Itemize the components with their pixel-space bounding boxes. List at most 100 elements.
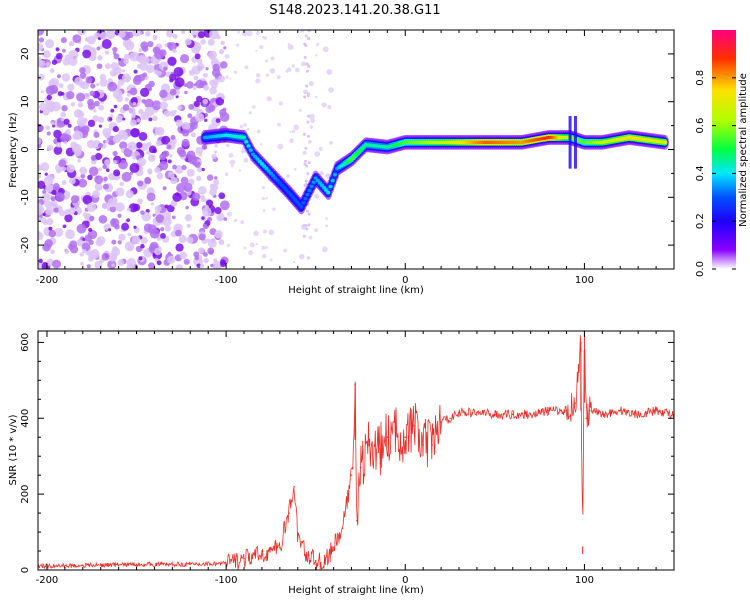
noise-speck <box>104 50 110 55</box>
noise-speck <box>126 207 131 212</box>
noise-speck <box>102 183 109 190</box>
noise-speck <box>146 192 156 202</box>
noise-speck <box>183 83 188 87</box>
noise-speck <box>101 39 112 49</box>
noise-speck <box>133 69 138 74</box>
noise-speck <box>40 207 45 212</box>
noise-speck <box>152 148 157 154</box>
snr-data-point <box>332 546 335 549</box>
noise-speck <box>50 249 55 255</box>
noise-speck <box>229 77 232 80</box>
noise-speck <box>220 261 227 268</box>
noise-speck <box>304 179 308 183</box>
noise-speck <box>164 43 168 47</box>
noise-speck <box>237 30 241 34</box>
noise-speck <box>129 171 134 175</box>
noise-speck <box>218 239 225 246</box>
noise-speck <box>62 48 66 53</box>
noise-speck <box>153 247 162 256</box>
noise-speck <box>39 102 48 112</box>
noise-speck <box>188 103 195 110</box>
noise-speck <box>163 110 171 117</box>
noise-speck <box>256 129 261 134</box>
noise-speck <box>61 73 71 82</box>
noise-speck <box>162 186 167 191</box>
noise-speck <box>165 30 174 38</box>
noise-speck <box>219 200 230 211</box>
noise-speck <box>68 243 75 250</box>
noise-speck <box>41 192 51 202</box>
noise-speck <box>243 157 249 163</box>
noise-speck <box>137 198 143 205</box>
noise-speck <box>178 235 187 244</box>
noise-speck <box>132 30 141 37</box>
noise-speck <box>130 96 138 105</box>
noise-speck <box>79 166 88 175</box>
noise-speck <box>63 118 70 125</box>
noise-speck <box>88 227 93 232</box>
noise-speck <box>255 243 258 246</box>
noise-speck <box>194 161 201 168</box>
noise-speck <box>55 52 63 60</box>
noise-speck <box>76 92 86 102</box>
noise-speck <box>213 179 220 186</box>
noise-speck <box>99 32 108 40</box>
noise-speck <box>230 164 234 168</box>
noise-speck <box>298 108 302 112</box>
noise-speck <box>219 112 230 122</box>
noise-speck <box>60 92 65 96</box>
spectrogram-x-ticks: -200 -100 0 100 <box>36 30 675 286</box>
ridge-peak <box>242 135 247 140</box>
noise-speck <box>305 227 309 231</box>
noise-speck <box>159 89 168 99</box>
noise-speck <box>299 253 305 260</box>
noise-speck <box>210 263 214 268</box>
noise-speck <box>129 87 138 96</box>
noise-speck <box>309 125 314 129</box>
noise-speck <box>305 62 309 66</box>
noise-speck <box>201 167 205 172</box>
noise-speck <box>112 126 119 133</box>
noise-speck <box>229 159 236 166</box>
noise-speck <box>217 75 225 83</box>
noise-speck <box>38 42 44 52</box>
noise-speck <box>138 165 144 171</box>
noise-speck <box>135 245 143 253</box>
noise-speck <box>113 160 117 164</box>
noise-speck <box>61 180 67 185</box>
noise-speck <box>248 250 254 256</box>
noise-speck <box>154 127 162 135</box>
snr-data-point <box>449 417 451 420</box>
noise-speck <box>45 206 54 216</box>
noise-speck <box>138 256 143 261</box>
noise-speck <box>236 43 240 47</box>
noise-speck <box>77 102 84 108</box>
noise-speck <box>148 262 155 269</box>
noise-speck <box>96 82 100 87</box>
noise-speck <box>144 177 152 185</box>
noise-speck <box>302 132 306 136</box>
ridge-peak <box>255 157 260 161</box>
noise-speck <box>148 117 153 122</box>
ridge-peak <box>257 159 262 164</box>
noise-speck <box>158 160 169 171</box>
noise-speck <box>181 164 187 171</box>
noise-speck <box>168 172 175 179</box>
noise-speck <box>183 182 193 192</box>
noise-speck <box>171 215 176 220</box>
noise-speck <box>112 150 118 157</box>
noise-speck <box>265 59 269 63</box>
snr-data-point <box>601 413 604 416</box>
noise-speck <box>119 141 128 150</box>
noise-speck <box>65 134 72 142</box>
noise-speck <box>140 87 150 97</box>
snr-data-point <box>323 561 326 564</box>
colorbar-tick-label: 0.2 <box>695 213 706 229</box>
spectrogram-y-tick-label: 0 <box>20 146 31 152</box>
snr-data-point <box>305 554 308 556</box>
noise-speck <box>52 182 60 190</box>
noise-speck <box>269 67 276 74</box>
noise-speck <box>314 228 319 233</box>
noise-speck <box>87 174 93 181</box>
noise-speck <box>61 105 68 112</box>
